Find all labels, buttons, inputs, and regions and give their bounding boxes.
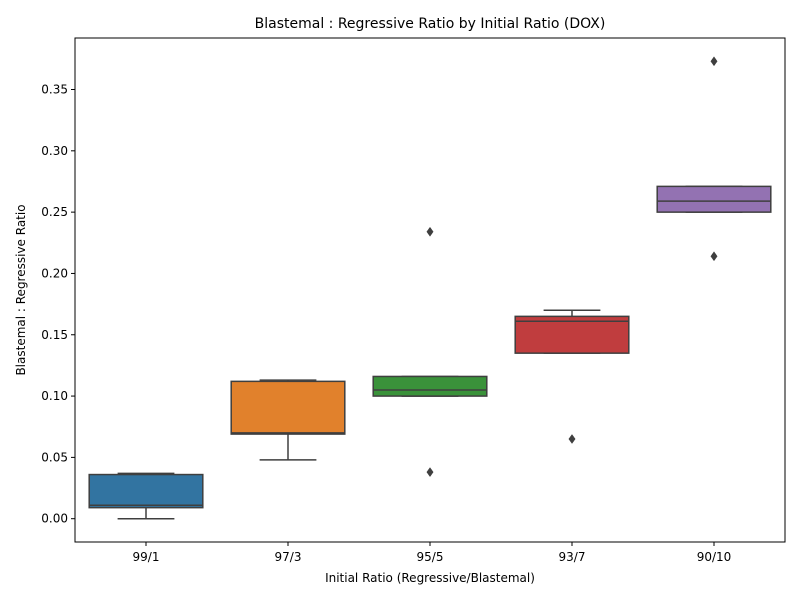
y-tick-label: 0.00 bbox=[41, 512, 68, 526]
plot-area bbox=[88, 56, 772, 520]
plot-frame bbox=[74, 37, 786, 543]
outlier-point bbox=[710, 251, 718, 262]
y-tick-label: 0.25 bbox=[41, 205, 68, 219]
box-iqr bbox=[372, 375, 488, 397]
box-group-95-5 bbox=[372, 226, 488, 478]
box-iqr bbox=[230, 380, 346, 435]
outlier-point bbox=[426, 226, 434, 237]
chart-title: Blastemal : Regressive Ratio by Initial … bbox=[255, 16, 606, 32]
outlier-point bbox=[426, 467, 434, 478]
y-axis: 0.00 0.05 0.10 0.15 0.20 0.25 0.30 0.35 bbox=[41, 83, 75, 526]
box-group-97-3 bbox=[230, 379, 346, 461]
x-tick-label: 90/10 bbox=[697, 550, 732, 564]
outlier-point bbox=[568, 434, 576, 444]
x-axis-label: Initial Ratio (Regressive/Blastemal) bbox=[325, 571, 535, 585]
box-group-99-1 bbox=[88, 472, 204, 520]
y-tick-label: 0.30 bbox=[41, 144, 68, 158]
y-tick-label: 0.20 bbox=[41, 266, 68, 280]
x-tick-label: 93/7 bbox=[559, 550, 586, 564]
box-iqr bbox=[656, 185, 772, 213]
x-axis: 99/1 97/3 95/5 93/7 90/10 bbox=[133, 542, 732, 564]
y-tick-label: 0.35 bbox=[41, 83, 68, 97]
x-tick-label: 95/5 bbox=[417, 550, 444, 564]
x-tick-label: 99/1 bbox=[133, 550, 160, 564]
y-tick-label: 0.15 bbox=[41, 328, 68, 342]
box-group-93-7 bbox=[514, 309, 630, 444]
y-tick-label: 0.10 bbox=[41, 389, 68, 403]
x-tick-label: 97/3 bbox=[275, 550, 302, 564]
outlier-point bbox=[710, 56, 718, 67]
box-group-90-10 bbox=[656, 56, 772, 262]
box-iqr bbox=[88, 473, 204, 509]
box-iqr bbox=[514, 315, 630, 354]
y-tick-label: 0.05 bbox=[41, 450, 68, 464]
y-axis-label: Blastemal : Regressive Ratio bbox=[14, 204, 28, 375]
